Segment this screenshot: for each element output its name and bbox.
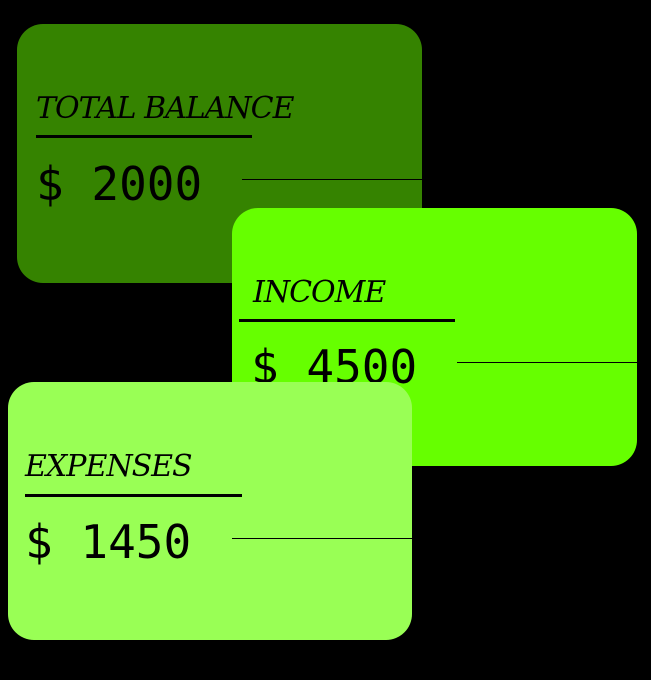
expenses-title: EXPENSES <box>25 452 192 482</box>
expenses-value: 1450 <box>80 515 191 569</box>
total-balance-divider <box>242 179 422 180</box>
income-divider <box>457 362 637 363</box>
income-title: INCOME <box>253 278 385 308</box>
expenses-amount: $ 1450 <box>25 519 191 565</box>
total-balance-title: TOTAL BALANCE <box>36 94 294 124</box>
expenses-currency: $ <box>25 515 53 569</box>
expenses-title-underline <box>25 494 242 497</box>
total-balance-value: 2000 <box>91 157 202 211</box>
expenses-card: EXPENSES $ 1450 <box>8 382 412 640</box>
expenses-divider <box>232 538 412 539</box>
total-balance-amount: $ 2000 <box>36 161 202 207</box>
income-title-underline <box>239 319 455 322</box>
total-balance-title-underline <box>36 135 252 138</box>
total-balance-currency: $ <box>36 157 64 211</box>
